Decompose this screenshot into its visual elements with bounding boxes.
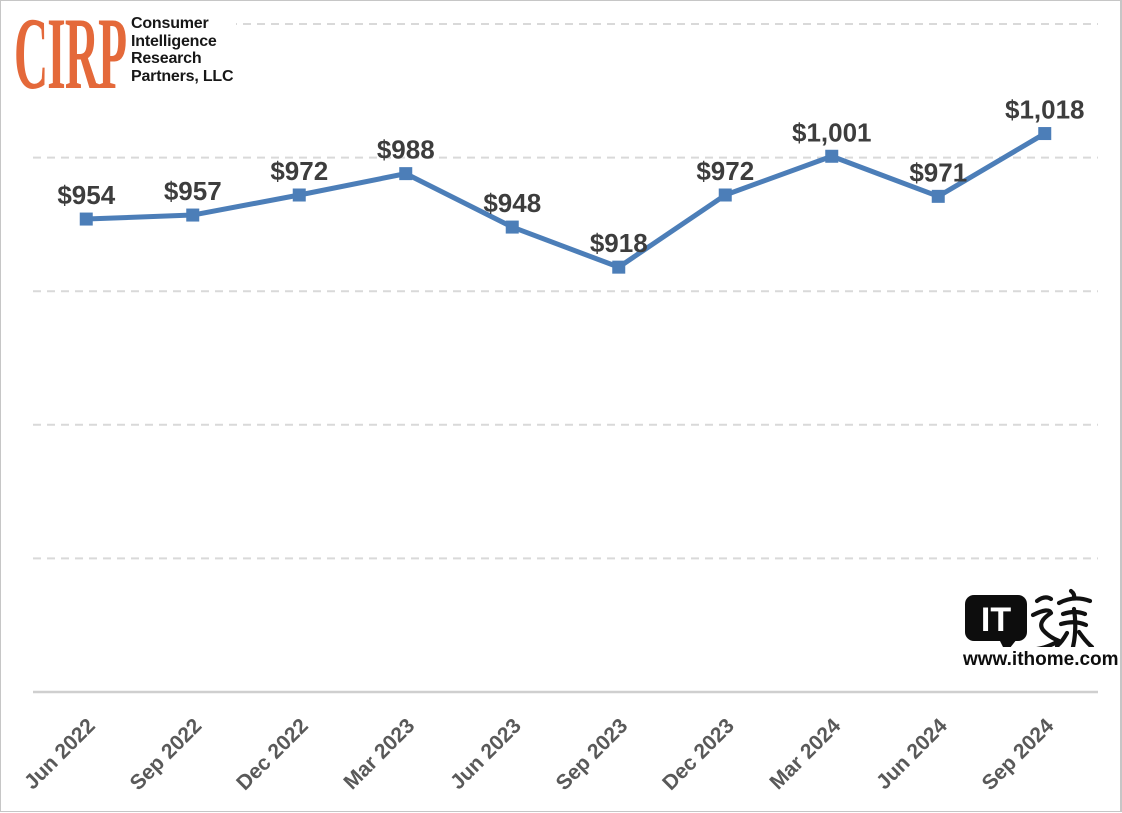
- data-point-label: $1,018: [1005, 95, 1085, 125]
- data-point-label: $988: [377, 135, 435, 165]
- ithome-logo: IT: [965, 588, 1095, 647]
- logo-name-line: Consumer: [131, 15, 209, 32]
- cirp-logo-name: Consumer Intelligence Research Partners,…: [131, 15, 234, 85]
- series-line: [83, 131, 1048, 270]
- data-point-marker: [505, 220, 519, 234]
- data-point-marker: [612, 260, 626, 274]
- logo-name-line: Intelligence: [131, 32, 217, 50]
- data-point-marker: [1038, 127, 1052, 141]
- cirp-logo: CIRP Consumer Intelligence Research Part…: [14, 0, 236, 111]
- x-axis-label: Mar 2024: [765, 714, 845, 794]
- data-point-label: $954: [57, 180, 115, 210]
- data-point-marker: [292, 188, 306, 202]
- x-axis-label: Dec 2022: [232, 714, 313, 795]
- x-axis-label: Jun 2022: [20, 714, 100, 794]
- data-point-marker: [825, 149, 839, 163]
- ithome-bubble-label: IT: [981, 601, 1011, 639]
- x-axis-label: Mar 2023: [339, 714, 419, 794]
- data-point-label: $948: [483, 188, 541, 218]
- ithome-url: www.ithome.com: [963, 649, 1119, 670]
- zhijia-calligraphy-icon: [1030, 588, 1095, 647]
- ithome-watermark: IT www.ithome.com: [959, 585, 1119, 677]
- ithome-bubble-icon: IT: [965, 595, 1027, 647]
- data-point-marker: [186, 208, 200, 222]
- data-point-label: $971: [909, 157, 967, 187]
- data-point-label: $918: [590, 228, 648, 258]
- x-axis-label: Sep 2022: [126, 714, 207, 795]
- cirp-logo-acronym: CIRP: [14, 0, 127, 111]
- x-axis-label: Sep 2024: [978, 714, 1059, 795]
- logo-name-line: Research: [131, 50, 202, 67]
- data-point-marker: [718, 188, 732, 202]
- x-axis-label: Jun 2024: [872, 714, 952, 794]
- logo-name-line: Partners, LLC: [131, 67, 234, 85]
- data-point-marker: [399, 167, 413, 181]
- data-point-label: $972: [270, 156, 328, 186]
- data-point-marker: [79, 212, 93, 226]
- x-axis-label: Dec 2023: [658, 714, 739, 795]
- data-point-marker: [931, 189, 945, 203]
- data-point-label: $957: [164, 176, 222, 206]
- data-point-label: $1,001: [792, 117, 872, 147]
- x-axis-label: Sep 2023: [552, 714, 633, 795]
- data-point-label: $972: [696, 156, 754, 186]
- x-axis-label: Jun 2023: [446, 714, 526, 794]
